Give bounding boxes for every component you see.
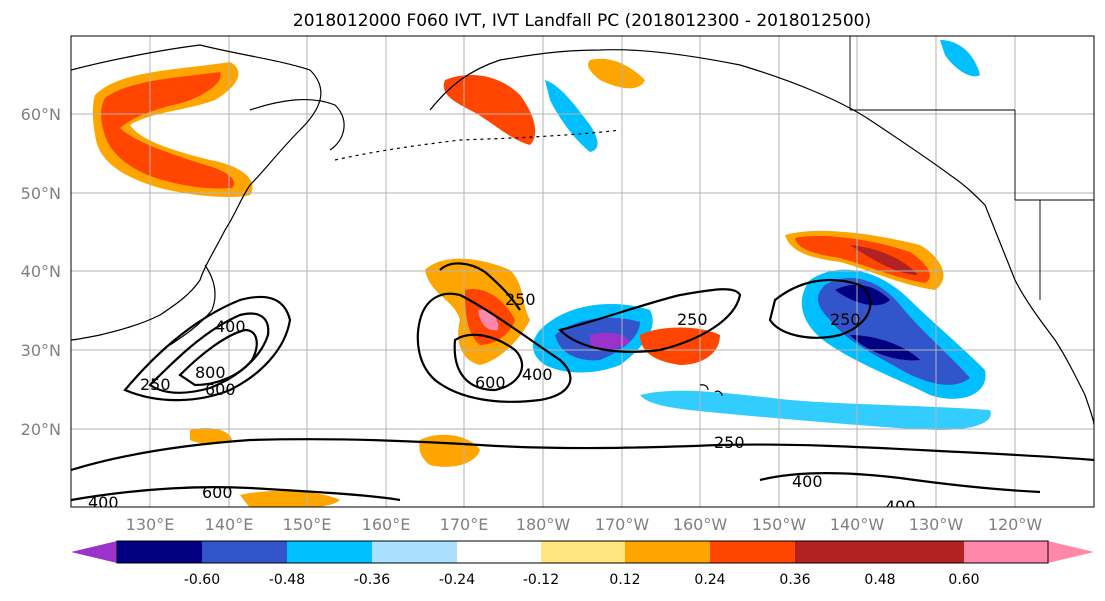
colorbar: -0.60 -0.48 -0.36 -0.24 -0.12 0.12 0.24 … [71,540,1094,588]
map-panel: 250 400 800 600 250 600 400 250 250 250 … [70,35,1095,516]
colorbar-tick-label: 0.36 [779,572,810,588]
map-frame [70,35,1095,508]
contour-label: 600 [205,380,236,399]
colorbar-tick-label: 0.24 [694,572,725,588]
contour-label: 400 [792,472,823,491]
colorbar-segment [964,541,1048,563]
political-borders [849,36,1094,300]
lon-label: 140°E [205,515,254,534]
lon-label: 170°E [440,515,489,534]
coastlines [71,44,1094,426]
lon-label: 150°W [752,515,807,534]
contour-label: 800 [195,363,226,382]
colorbar-tick-label: -0.24 [439,572,475,588]
lon-label: 120°W [988,515,1043,534]
colorbar-tick-label: -0.48 [269,572,305,588]
lat-label: 30°N [21,341,61,360]
colorbar-segment [372,541,457,563]
lon-label: 130°E [126,515,175,534]
graticule [71,36,1094,507]
colorbar-segment [625,541,710,563]
colorbar-segment [287,541,372,563]
colorbar-segment [541,541,625,563]
colorbar-max-arrow [1048,541,1094,563]
colorbar-segment [795,541,880,563]
lon-label: 160°E [362,515,411,534]
colorbar-tick-label: 0.60 [948,572,979,588]
lon-label: 140°W [830,515,885,534]
lat-label: 50°N [21,184,61,203]
colorbar-tick-label: -0.60 [184,572,220,588]
contour-label: 400 [522,365,553,384]
lon-label: 180°W [516,515,571,534]
colorbar-tick-label: 0.12 [609,572,640,588]
colorbar-tick-label: -0.36 [354,572,390,588]
colorbar-segment [710,541,795,563]
lon-label: 170°W [595,515,650,534]
contour-label: 600 [475,373,506,392]
colorbar-frame [116,540,1049,564]
lat-label: 20°N [21,420,61,439]
contour-label: 250 [830,310,861,329]
lon-label: 130°W [909,515,964,534]
contour-label: 400 [215,317,246,336]
lat-label: 60°N [21,105,61,124]
lon-label: 150°E [283,515,332,534]
lat-label: 40°N [21,262,61,281]
ivt-contours [71,262,1094,502]
contour-labels: 250 400 800 600 250 600 400 250 250 250 … [88,290,916,516]
contour-label: 250 [140,375,171,394]
colorbar-segment [457,541,541,563]
contour-label: 400 [885,497,916,516]
contour-label: 250 [714,433,745,452]
latitude-labels: 60°N 50°N 40°N 30°N 20°N [21,105,61,439]
colorbar-segment [202,541,287,563]
colorbar-tick-label: -0.12 [523,572,559,588]
contour-label: 400 [88,493,119,512]
colorbar-segment [880,541,964,563]
contour-label: 250 [677,310,708,329]
map-title: 2018012000 F060 IVT, IVT Landfall PC (20… [293,11,871,31]
colorbar-segment [117,541,202,563]
lon-label: 160°W [673,515,728,534]
colorbar-min-arrow [71,541,117,563]
colorbar-tick-label: 0.48 [864,572,895,588]
contour-label: 600 [202,483,233,502]
contour-label: 250 [505,290,536,309]
longitude-labels: 130°E 140°E 150°E 160°E 170°E 180°W 170°… [126,515,1043,534]
